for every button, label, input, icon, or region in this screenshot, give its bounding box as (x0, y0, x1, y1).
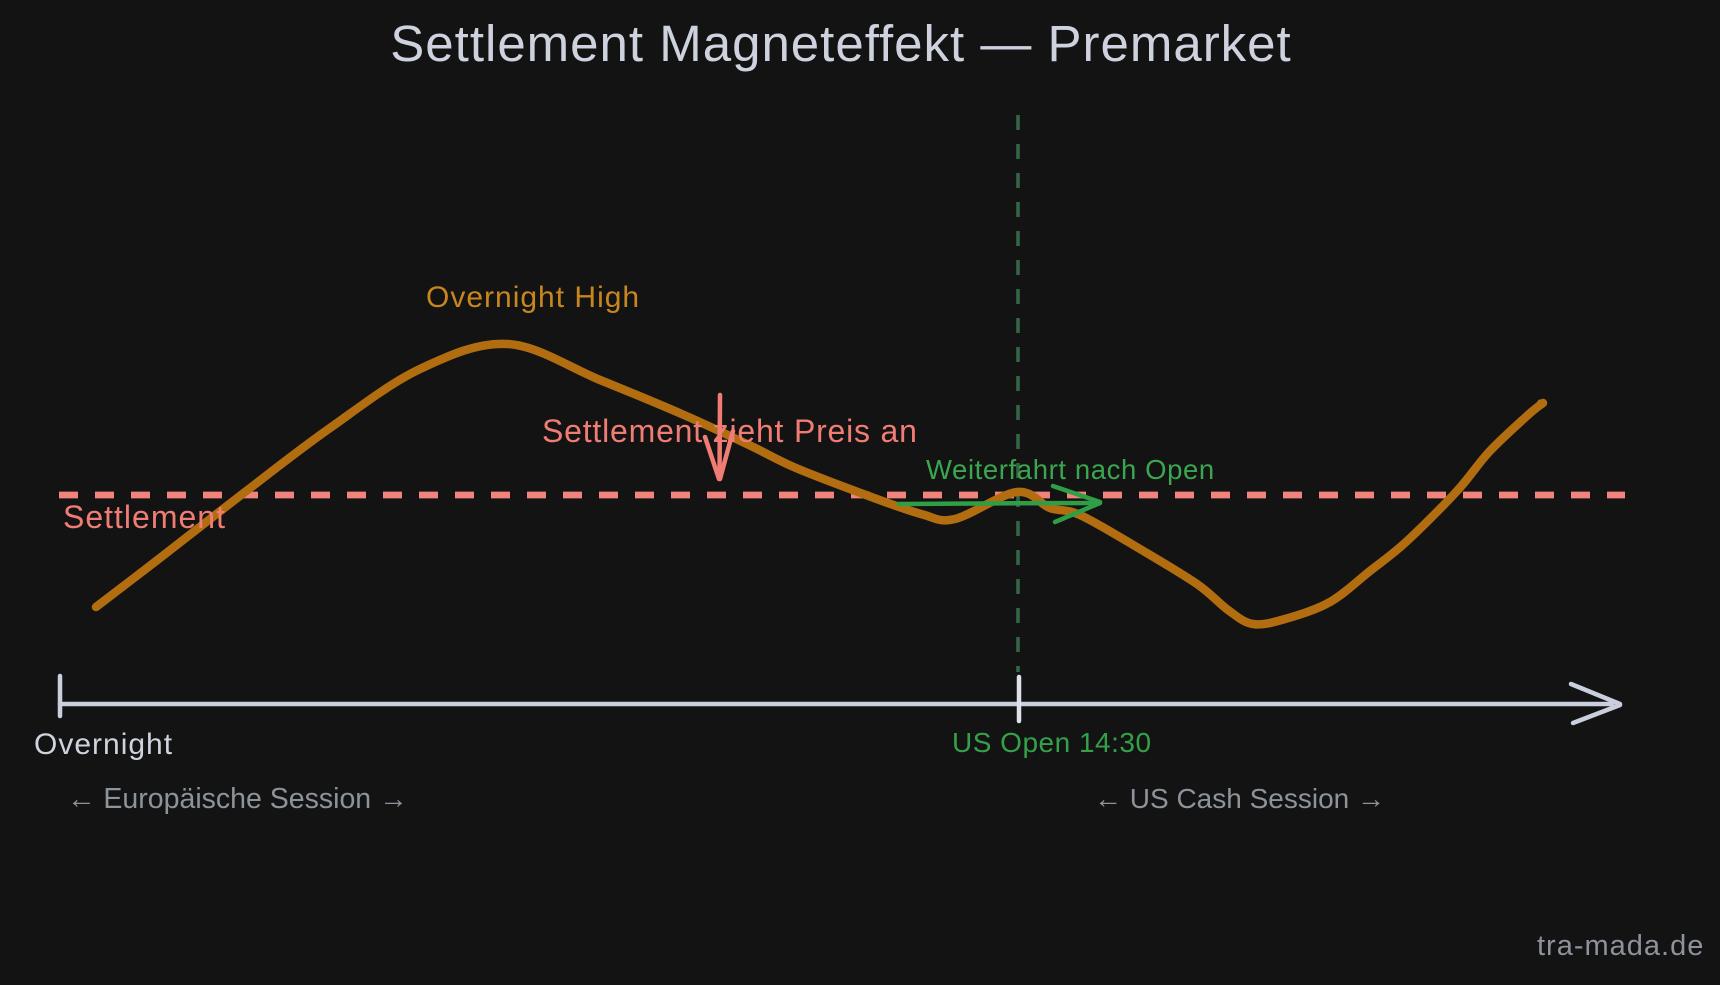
svg-text:Settlement Magneteffekt — Prem: Settlement Magneteffekt — Premarket (390, 15, 1291, 72)
svg-text:Overnight High: Overnight High (426, 281, 640, 314)
svg-text:tra-mada.de: tra-mada.de (1537, 930, 1704, 962)
svg-text:Weiterfahrt nach Open: Weiterfahrt nach Open (926, 454, 1215, 485)
svg-text:Overnight: Overnight (34, 728, 173, 761)
svg-text:← US Cash Session →: ← US Cash Session → (1094, 783, 1385, 814)
svg-text:US Open 14:30: US Open 14:30 (952, 727, 1152, 758)
svg-text:Settlement: Settlement (63, 499, 226, 535)
svg-text:Settlement zieht Preis an: Settlement zieht Preis an (542, 413, 918, 449)
svg-text:← Europäische Session →: ← Europäische Session → (67, 783, 408, 815)
